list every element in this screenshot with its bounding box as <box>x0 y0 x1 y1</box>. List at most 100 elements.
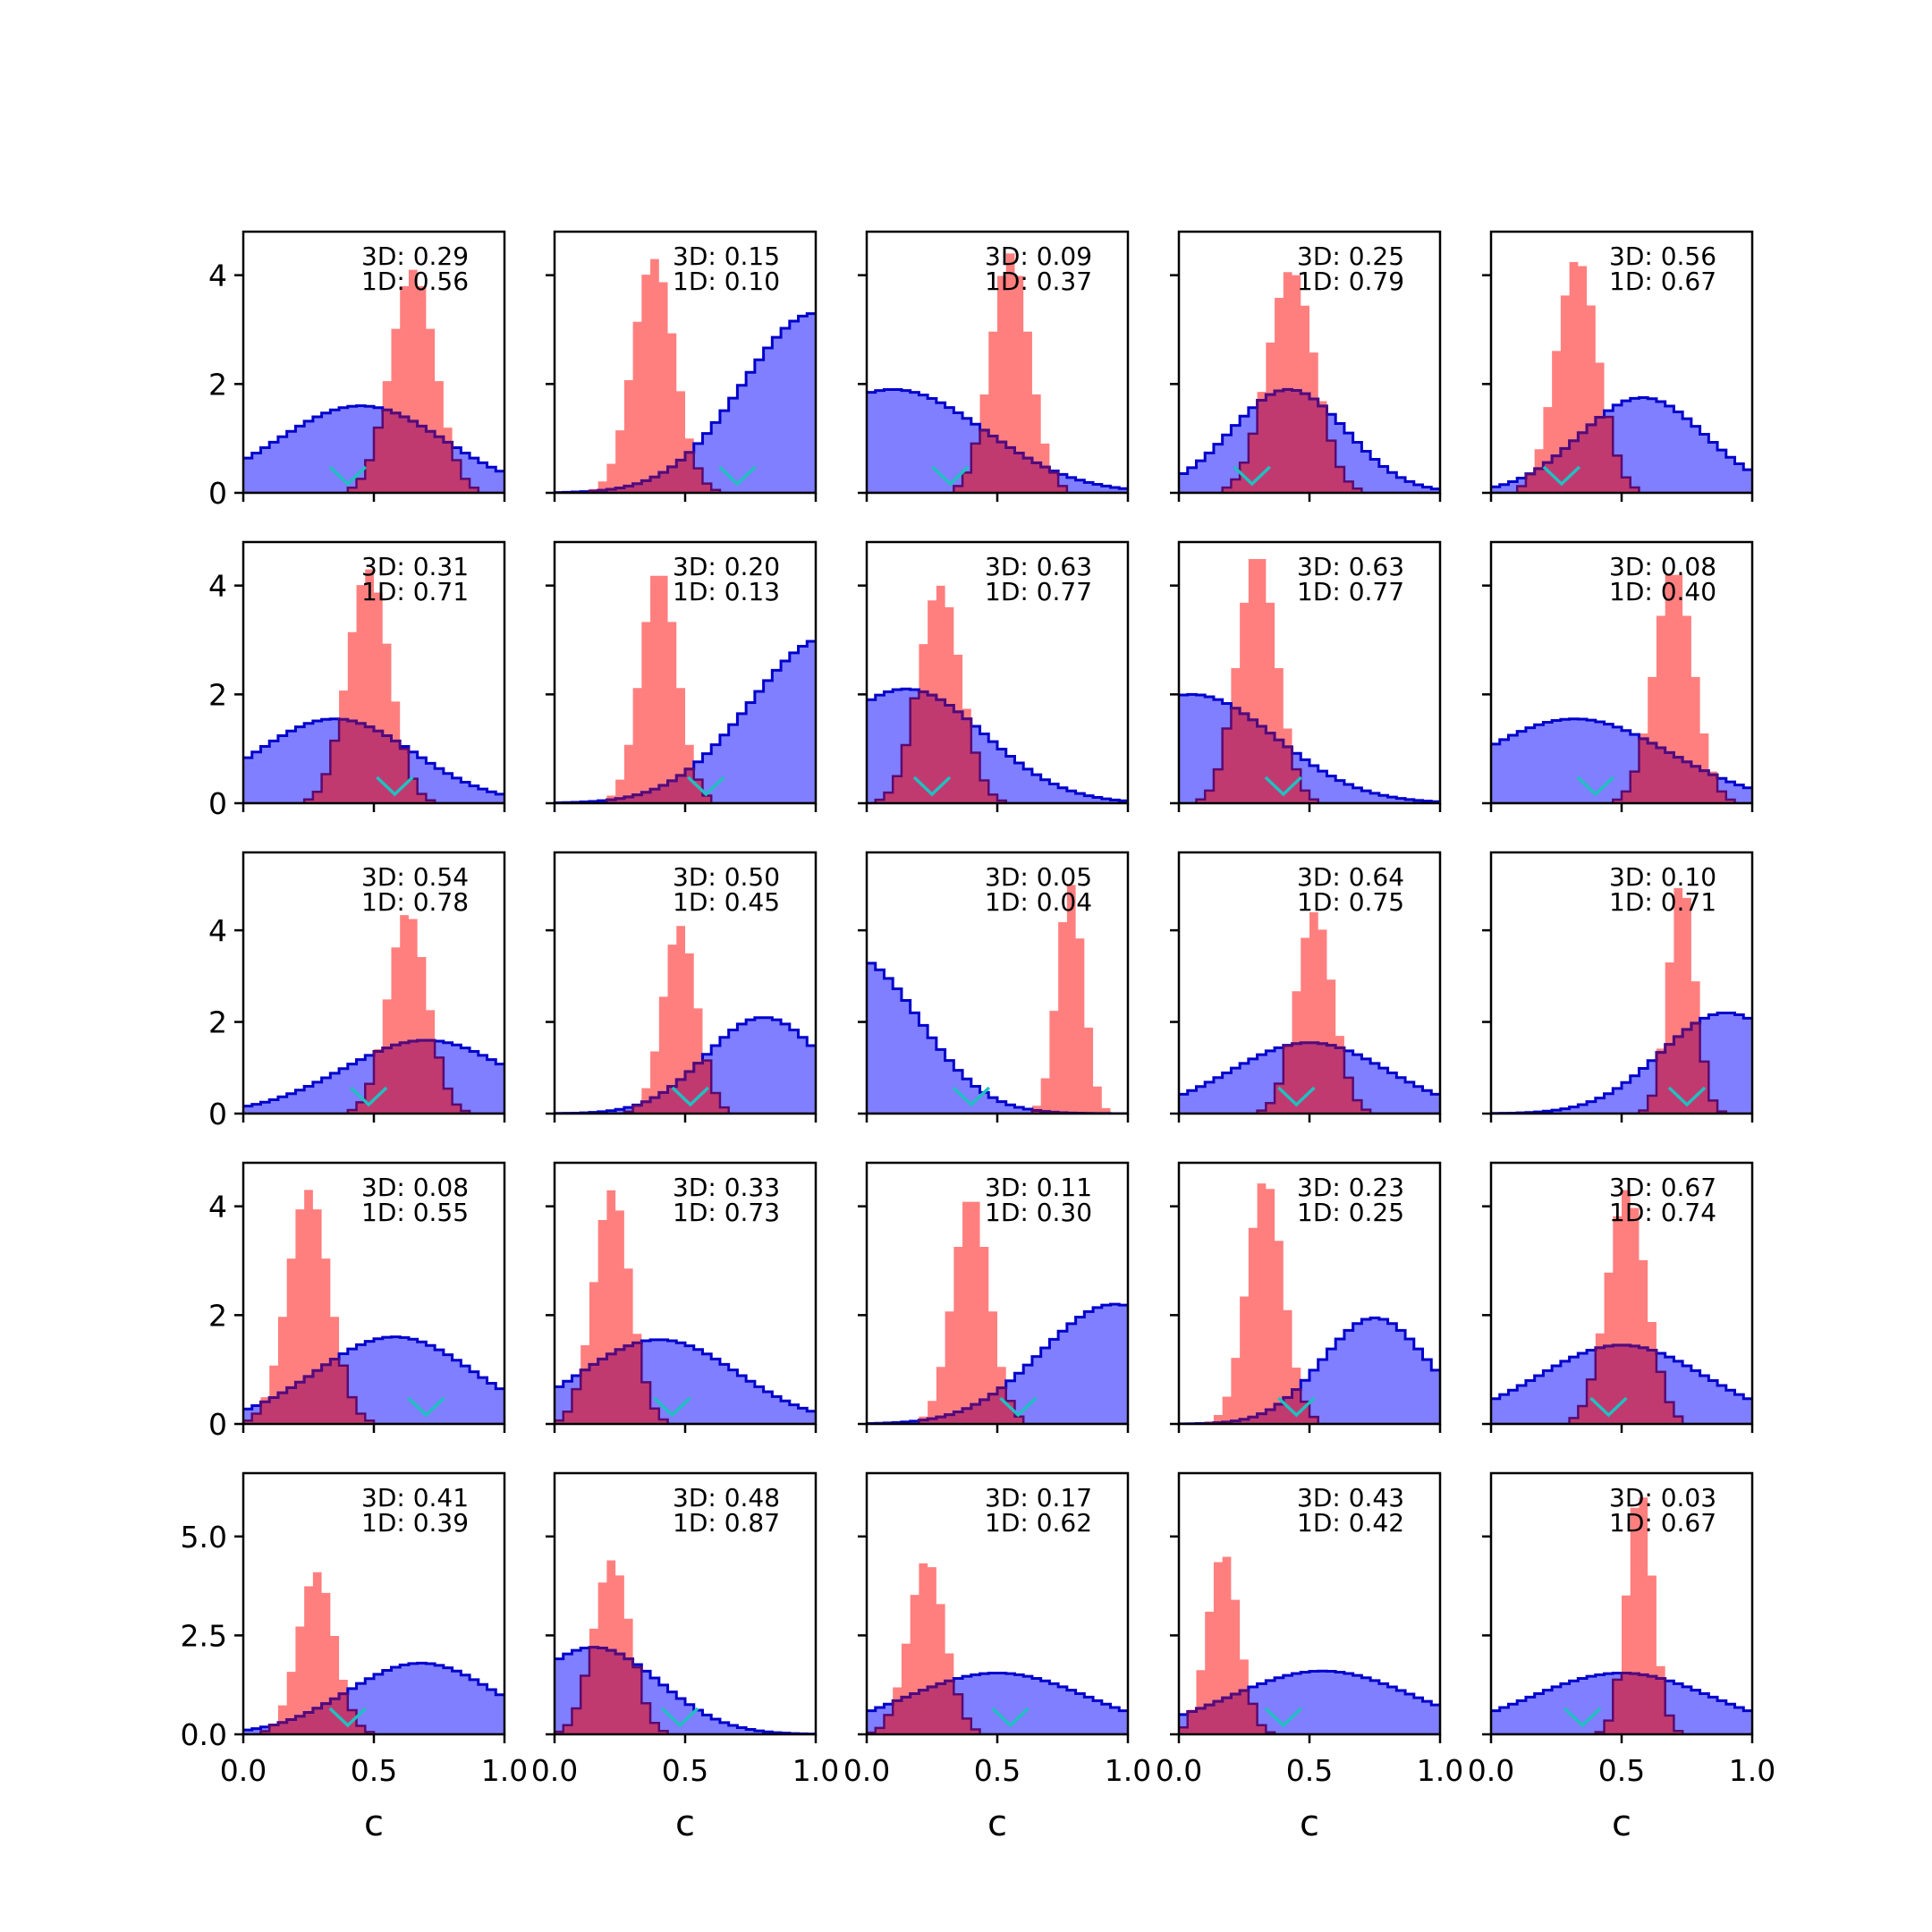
marker-v <box>1264 1707 1303 1728</box>
overlap-outline <box>243 718 504 803</box>
red-histogram <box>1179 911 1440 1114</box>
overlap-histogram <box>1491 1022 1752 1114</box>
plot-area <box>1179 558 1440 803</box>
label-1d: 1D: 0.74 <box>1609 1198 1716 1227</box>
plot-area <box>555 1190 816 1424</box>
x-tick-label: 1.0 <box>792 1753 839 1788</box>
y-tick-label: 5.0 <box>181 1520 227 1555</box>
red-histogram <box>555 258 816 493</box>
red-histogram <box>243 1190 504 1424</box>
red-histogram <box>1491 1190 1752 1424</box>
blue-histogram-outline <box>243 404 504 473</box>
x-tick-label: 0.5 <box>1598 1753 1645 1788</box>
label-3d: 3D: 0.64 <box>1297 862 1404 892</box>
label-3d: 3D: 0.08 <box>361 1173 469 1202</box>
label-3d: 3D: 0.25 <box>1297 242 1404 271</box>
x-tick-label: 0.5 <box>974 1753 1021 1788</box>
overlap-histogram <box>243 1359 504 1424</box>
plot-area <box>867 1563 1128 1734</box>
overlap-outline <box>1491 737 1752 803</box>
overlap-histogram <box>867 429 1128 493</box>
marker-v <box>1233 465 1271 487</box>
blue-histogram-fill <box>555 313 816 493</box>
label-1d: 1D: 0.13 <box>673 577 780 606</box>
overlap-outline <box>1179 1388 1440 1424</box>
x-axis-label: c <box>675 1803 695 1844</box>
overlap-outline <box>867 1386 1128 1424</box>
overlap-outline <box>555 1342 816 1424</box>
label-1d: 1D: 0.79 <box>1297 267 1404 296</box>
label-1d: 1D: 0.71 <box>361 577 469 606</box>
marker-v <box>653 1396 691 1418</box>
x-axis-label: c <box>987 1803 1007 1844</box>
plot-area <box>1179 272 1440 493</box>
marker-v <box>999 1396 1038 1418</box>
red-histogram <box>1179 272 1440 493</box>
plot-area <box>1179 911 1440 1114</box>
red-histogram <box>867 253 1128 493</box>
overlap-histogram <box>1179 389 1440 493</box>
marker-v <box>931 465 970 487</box>
overlap-outline <box>1491 1672 1752 1734</box>
x-tick-label: 1.0 <box>1729 1753 1775 1788</box>
marker-v <box>376 775 414 797</box>
plot-area <box>243 1572 504 1734</box>
overlap-outline <box>243 409 504 493</box>
x-tick-label: 1.0 <box>481 1753 528 1788</box>
plot-area <box>867 885 1128 1114</box>
label-1d: 1D: 0.67 <box>1609 1508 1716 1538</box>
overlap-outline <box>555 1646 816 1734</box>
y-tick-label: 0 <box>208 1407 227 1442</box>
y-tick-label: 2 <box>208 1298 227 1333</box>
marker-v <box>1563 1707 1602 1728</box>
y-tick-label: 0 <box>208 1097 227 1131</box>
overlap-histogram <box>555 452 816 493</box>
overlap-outline <box>555 767 816 803</box>
plot-area <box>1179 1183 1440 1424</box>
marker-v <box>1589 1396 1628 1418</box>
x-tick-label: 0.0 <box>1156 1753 1202 1788</box>
red-histogram <box>243 1572 504 1734</box>
red-histogram <box>867 885 1128 1114</box>
marker-v <box>328 465 368 487</box>
label-3d: 3D: 0.20 <box>673 552 780 581</box>
label-3d: 3D: 0.23 <box>1297 1173 1404 1202</box>
overlap-histogram <box>243 1693 504 1734</box>
label-3d: 3D: 0.48 <box>673 1483 780 1513</box>
label-3d: 3D: 0.09 <box>985 242 1092 271</box>
overlap-histogram <box>867 691 1128 803</box>
label-1d: 1D: 0.25 <box>1297 1198 1404 1227</box>
blue-histogram-fill <box>555 1017 816 1114</box>
label-3d: 3D: 0.56 <box>1609 242 1716 271</box>
overlap-histogram <box>555 1647 816 1734</box>
marker-v <box>1667 1086 1707 1107</box>
marker-v <box>1277 1396 1316 1418</box>
overlap-outline <box>243 1358 504 1424</box>
marker-v <box>718 465 757 487</box>
label-1d: 1D: 0.55 <box>361 1198 469 1227</box>
label-1d: 1D: 0.67 <box>1609 267 1716 296</box>
plot-area <box>555 1560 816 1734</box>
plot-area <box>1491 1497 1752 1734</box>
label-1d: 1D: 0.30 <box>985 1198 1092 1227</box>
overlap-outline <box>1179 388 1440 493</box>
overlap-histogram <box>1179 708 1440 803</box>
overlap-outline <box>555 451 816 493</box>
blue-histogram-fill <box>1491 1013 1752 1114</box>
plot-area <box>1491 1190 1752 1424</box>
red-histogram <box>1491 262 1752 493</box>
y-tick-label: 0 <box>208 786 227 821</box>
plot-area <box>1491 574 1752 803</box>
label-1d: 1D: 0.62 <box>985 1508 1092 1538</box>
